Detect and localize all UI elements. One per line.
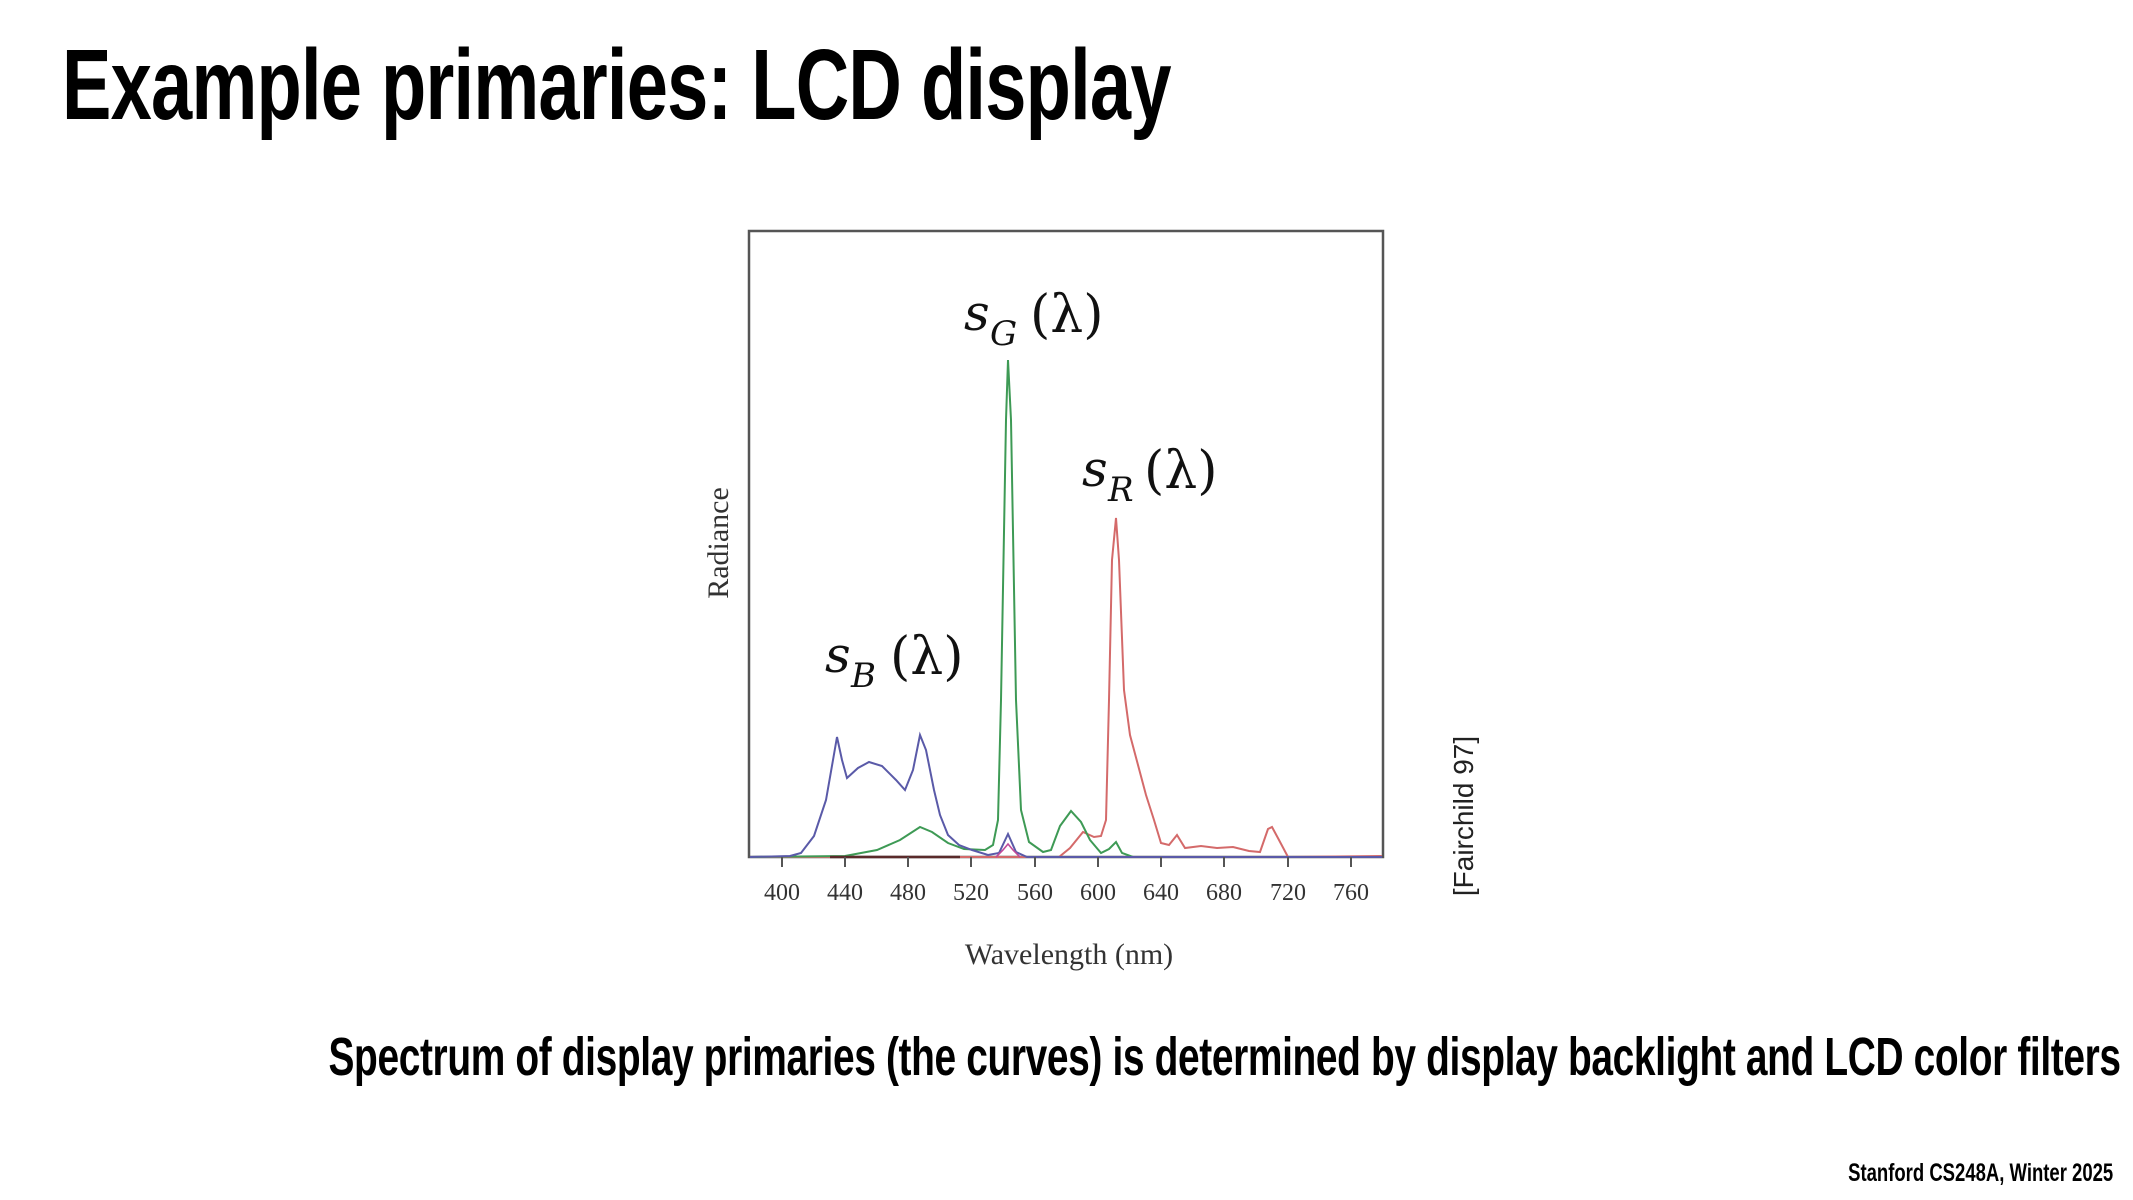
svg-text:R: R [1107,470,1134,510]
svg-text:600: 600 [1080,880,1116,906]
plot-frame [747,229,1385,859]
series-green-curve [749,359,1382,858]
svg-text:B: B [850,656,876,696]
label-sb: s B (λ) [825,626,964,696]
svg-text:560: 560 [1017,880,1053,906]
svg-text:s: s [964,284,990,342]
svg-text:520: 520 [953,880,989,906]
x-axis-tick-labels: 400 440 480 520 560 600 640 680 720 760 [764,880,1369,906]
x-axis-label: Wavelength (nm) [965,938,1173,971]
slide-title: Example primaries: LCD display [62,29,1172,141]
x-axis-ticks [781,857,1352,867]
svg-text:s: s [1082,440,1108,498]
svg-text:(λ): (λ) [1144,441,1218,501]
y-axis-label: Radiance [702,487,735,599]
svg-text:440: 440 [827,880,863,906]
slide-footer: Stanford CS248A, Winter 2025 [1847,1159,2113,1187]
svg-text:640: 640 [1143,880,1179,906]
citation-label: [Fairchild 97] [1448,736,1479,896]
svg-text:400: 400 [764,880,800,906]
series-red-curve [750,517,1383,859]
svg-text:720: 720 [1270,880,1306,906]
svg-text:(λ): (λ) [890,627,964,687]
svg-text:s: s [825,626,851,684]
label-sr: s R (λ) [1082,440,1218,510]
series-blue-curve [749,731,1382,858]
svg-text:(λ): (λ) [1030,285,1104,345]
caption-text: Spectrum of display primaries (the curve… [328,1027,2121,1087]
svg-text:480: 480 [890,880,926,906]
series-magenta-bump [995,842,1021,858]
label-sg: s G (λ) [964,284,1104,354]
svg-text:680: 680 [1206,880,1242,906]
svg-text:G: G [990,314,1017,354]
slide-caption: Spectrum of display primaries (the curve… [0,1022,2133,1092]
svg-text:760: 760 [1333,880,1369,906]
